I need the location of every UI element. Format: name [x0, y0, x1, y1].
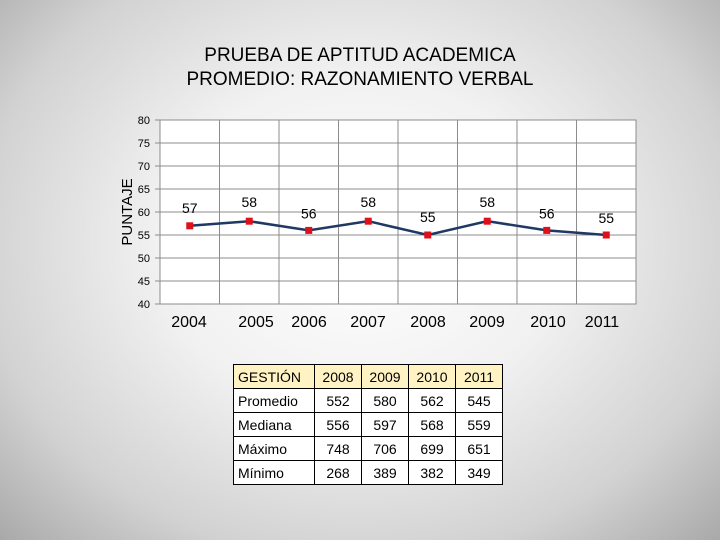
table-header-cell: 2008	[314, 364, 362, 389]
y-tick-label: 40	[138, 299, 150, 311]
x-tick-label: 2008	[410, 314, 446, 331]
series-markers	[186, 217, 610, 239]
x-tick-label: 2007	[350, 314, 386, 331]
table-cell: Promedio	[233, 388, 315, 413]
x-tick-label: 2011	[585, 314, 620, 331]
table-cell: 268	[314, 460, 362, 485]
table-header-row: GESTIÓN 2008 2009 2010 2011	[233, 364, 503, 389]
table-cell: 699	[408, 436, 456, 461]
table-header-cell: 2010	[408, 364, 456, 389]
y-tick-label: 70	[138, 161, 150, 173]
table-cell: 580	[361, 388, 409, 413]
table-cell: Mediana	[233, 412, 315, 437]
y-tick-label: 50	[138, 253, 150, 265]
y-tick-label: 55	[138, 230, 150, 242]
chart-title-line1: PRUEBA DE APTITUD ACADEMICA	[204, 45, 516, 66]
data-label: 58	[241, 194, 257, 210]
data-label: 57	[182, 200, 198, 216]
table-cell: 545	[455, 388, 503, 413]
data-label: 56	[301, 205, 317, 221]
table-cell: 597	[361, 412, 409, 437]
series-marker	[543, 226, 551, 234]
table-cell: 382	[408, 460, 456, 485]
table-cell: 651	[455, 436, 503, 461]
y-tick-label: 65	[138, 184, 150, 196]
series-marker	[245, 217, 253, 225]
y-tick-label: 45	[138, 276, 150, 288]
table-header-cell: 2009	[361, 364, 409, 389]
table-cell: Máximo	[233, 436, 315, 461]
series-marker	[483, 217, 491, 225]
series-marker	[424, 231, 432, 239]
data-label: 56	[539, 205, 555, 221]
table-row: Máximo 748 706 699 651	[233, 436, 503, 461]
series-marker	[602, 231, 610, 239]
x-tick-label: 2004	[171, 314, 207, 331]
data-labels: 57 58 56 58 55 58 56 55	[182, 194, 614, 226]
chart-title-line2: PROMEDIO: RAZONAMIENTO VERBAL	[186, 69, 534, 90]
grid	[160, 119, 636, 305]
x-tick-label: 2009	[469, 314, 505, 331]
table-cell: 706	[361, 436, 409, 461]
table-header-cell: GESTIÓN	[233, 364, 315, 389]
table-cell: Mínimo	[233, 460, 315, 485]
table-cell: 562	[408, 388, 456, 413]
data-label: 55	[420, 209, 436, 225]
table-cell: 552	[314, 388, 362, 413]
table-cell: 748	[314, 436, 362, 461]
data-label: 58	[360, 194, 376, 210]
table-cell: 568	[408, 412, 456, 437]
table-row: Mínimo 268 389 382 349	[233, 460, 503, 485]
x-tick-label: 2010	[530, 314, 566, 331]
table-row: Promedio 552 580 562 545	[233, 388, 503, 413]
table-header-cell: 2011	[455, 364, 503, 389]
table-cell: 556	[314, 412, 362, 437]
x-tick-label: 2005	[238, 314, 274, 331]
statistics-table: GESTIÓN 2008 2009 2010 2011 Promedio 552 580 562…	[233, 364, 503, 485]
data-label: 58	[479, 194, 495, 210]
series-marker	[305, 226, 313, 234]
series-marker	[186, 222, 194, 230]
table-body: GESTIÓN 2008 2009 2010 2011 Promedio 552 580 562…	[233, 364, 503, 485]
x-axis-ticks: 2004 2005 2006 2007 2008 2009 2010 2011	[171, 314, 619, 331]
table-cell: 389	[361, 460, 409, 485]
y-tick-label: 75	[138, 138, 150, 150]
y-tick-label: 80	[138, 115, 150, 127]
data-label: 55	[598, 210, 614, 226]
series-line	[189, 219, 607, 237]
table-cell: 559	[455, 412, 503, 437]
y-axis-label: PUNTAJE	[119, 178, 136, 245]
y-tick-label: 60	[138, 207, 150, 219]
y-axis-ticks: 40 45 50 55 60 65 70 75 80	[138, 115, 160, 311]
table-row: Mediana 556 597 568 559	[233, 412, 503, 437]
series-marker	[364, 217, 372, 225]
x-tick-label: 2006	[291, 314, 327, 331]
table-cell: 349	[455, 460, 503, 485]
